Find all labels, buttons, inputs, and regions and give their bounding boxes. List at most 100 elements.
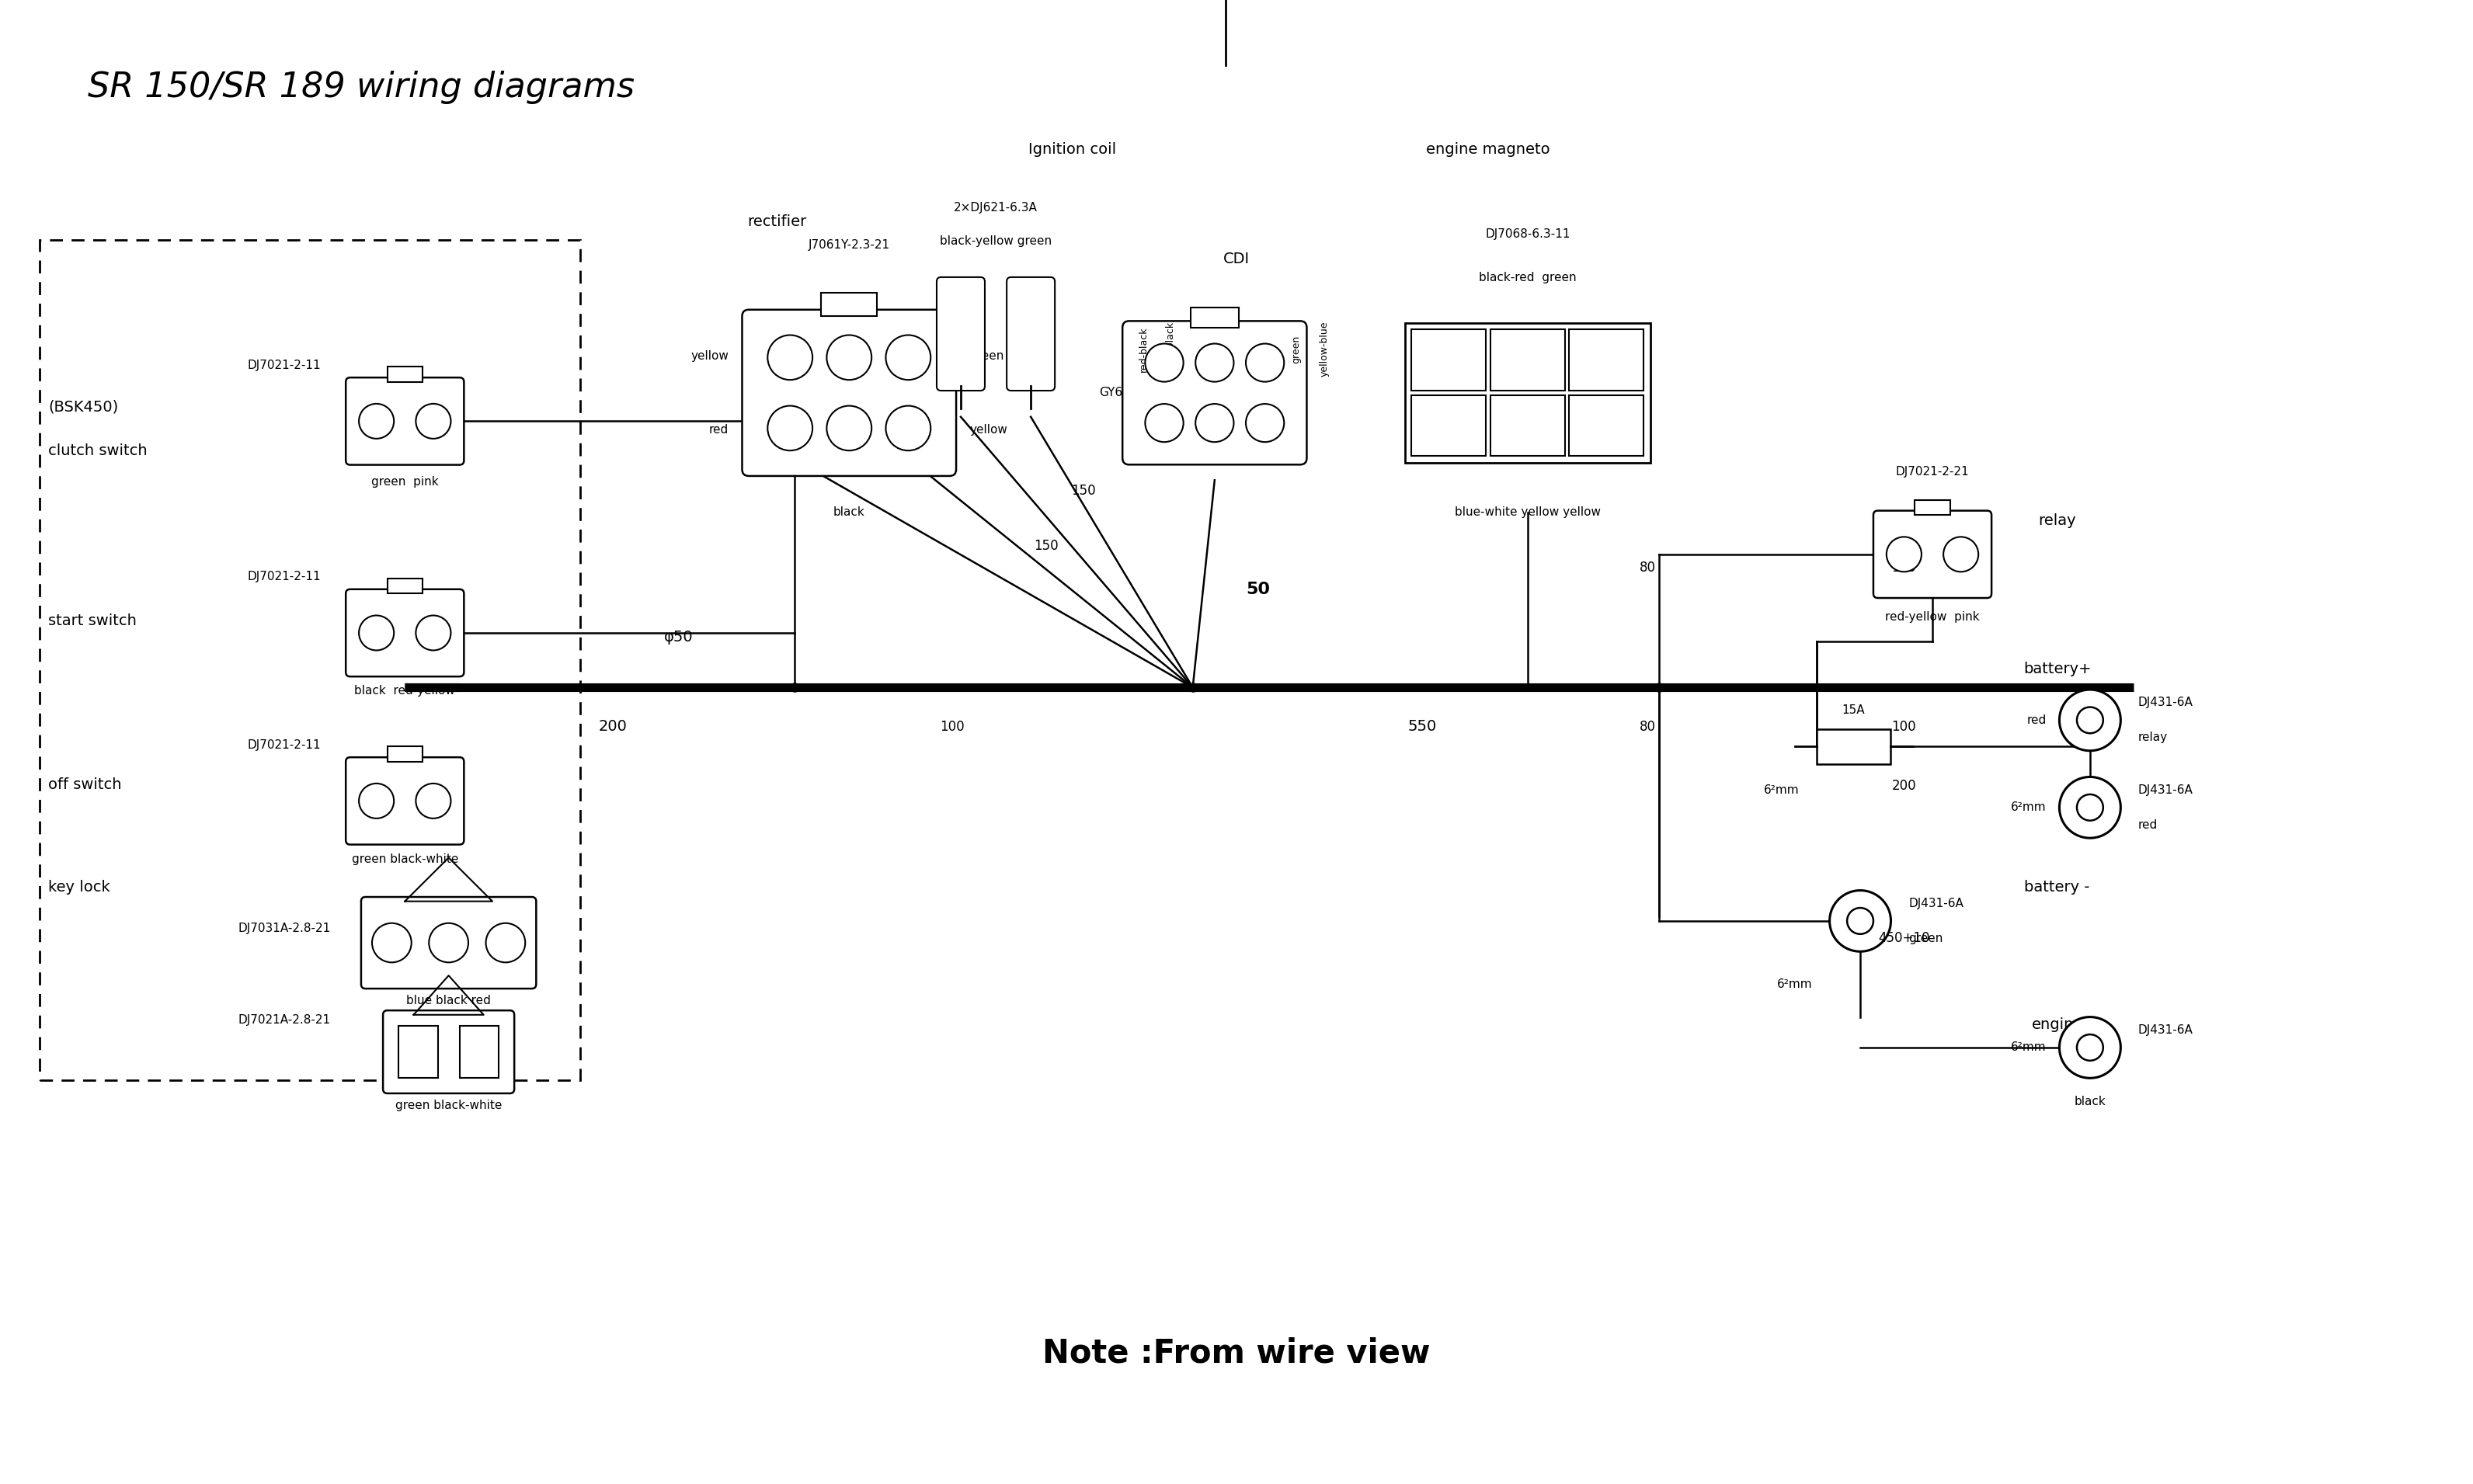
FancyBboxPatch shape (937, 278, 984, 390)
Text: yellow-blue: yellow-blue (1321, 322, 1330, 377)
Text: 6²mm: 6²mm (2011, 1042, 2045, 1054)
Text: CDI: CDI (1224, 251, 1249, 266)
Text: Note :From wire view: Note :From wire view (1044, 1337, 1429, 1370)
Text: green: green (969, 350, 1004, 362)
Text: black: black (833, 506, 866, 518)
Circle shape (2060, 1017, 2122, 1077)
Text: black: black (2075, 1095, 2107, 1107)
Text: DJ431-6A: DJ431-6A (2139, 697, 2194, 708)
Text: 6²mm: 6²mm (1776, 978, 1813, 990)
Text: yellow: yellow (690, 350, 730, 362)
Circle shape (885, 405, 930, 451)
Bar (1412, 395, 1486, 456)
Text: 100: 100 (1892, 561, 1917, 574)
Text: yellow: yellow (969, 424, 1007, 436)
Text: white-black: white-black (1165, 321, 1175, 377)
Text: DJ431-6A: DJ431-6A (2139, 1024, 2194, 1036)
FancyBboxPatch shape (383, 1011, 514, 1094)
Text: relay: relay (2038, 513, 2075, 528)
Text: 550: 550 (1407, 720, 1437, 735)
Bar (1491, 395, 1565, 456)
Circle shape (2077, 794, 2102, 821)
Circle shape (359, 616, 393, 650)
Text: black  red-yellow: black red-yellow (354, 686, 455, 697)
Text: red-black: red-black (1140, 326, 1150, 372)
Text: start switch: start switch (47, 614, 136, 629)
Circle shape (2077, 706, 2102, 733)
Bar (398, 1025, 438, 1077)
Text: DJ7068-6.3-11: DJ7068-6.3-11 (1486, 229, 1570, 240)
Text: J7061Y-2.3-21: J7061Y-2.3-21 (809, 239, 890, 251)
Circle shape (2060, 778, 2122, 838)
Text: blue black red: blue black red (406, 996, 492, 1006)
Circle shape (1194, 344, 1234, 381)
FancyBboxPatch shape (742, 310, 957, 476)
Bar (1405, 324, 1649, 463)
Circle shape (415, 784, 450, 818)
Circle shape (767, 335, 814, 380)
Circle shape (1847, 908, 1875, 933)
Bar (821, 292, 878, 316)
Text: 200: 200 (1892, 779, 1917, 792)
Circle shape (2060, 690, 2122, 751)
Bar (388, 367, 423, 381)
Bar (388, 746, 423, 761)
Text: 150: 150 (1034, 539, 1058, 552)
Text: blue-white yellow yellow: blue-white yellow yellow (1454, 506, 1600, 518)
Circle shape (826, 405, 870, 451)
Circle shape (767, 405, 814, 451)
Text: black-red  green: black-red green (1479, 272, 1575, 283)
Circle shape (1145, 344, 1185, 381)
Circle shape (371, 923, 411, 963)
Text: 200: 200 (598, 720, 628, 735)
Text: (BSK450): (BSK450) (47, 399, 119, 414)
Circle shape (826, 335, 870, 380)
FancyBboxPatch shape (1875, 510, 1991, 598)
Text: engine: engine (2030, 1018, 2082, 1033)
Circle shape (885, 335, 930, 380)
Text: clutch switch: clutch switch (47, 444, 148, 459)
Circle shape (1887, 537, 1922, 571)
Text: green: green (1909, 932, 1944, 944)
FancyBboxPatch shape (346, 589, 465, 677)
Bar (1570, 329, 1645, 390)
Text: DJ7021-2-11: DJ7021-2-11 (247, 359, 321, 371)
Text: DJ7021-2-21: DJ7021-2-21 (1897, 466, 1969, 478)
Text: green black-white: green black-white (396, 1100, 502, 1112)
Text: 150: 150 (1071, 484, 1096, 499)
Text: DJ7021A-2.8-21: DJ7021A-2.8-21 (237, 1014, 331, 1025)
Text: 15A: 15A (1842, 705, 1865, 715)
FancyBboxPatch shape (1007, 278, 1056, 390)
Circle shape (1830, 890, 1892, 951)
Circle shape (2077, 1034, 2102, 1061)
Text: SR 150/SR 189 wiring diagrams: SR 150/SR 189 wiring diagrams (87, 71, 636, 104)
FancyBboxPatch shape (1123, 321, 1306, 464)
Circle shape (1246, 404, 1283, 442)
Text: battery+: battery+ (2023, 662, 2092, 677)
Text: 50: 50 (1246, 582, 1271, 597)
Circle shape (359, 784, 393, 818)
Text: black-yellow green: black-yellow green (940, 234, 1051, 246)
Text: engine magneto: engine magneto (1427, 142, 1551, 157)
Text: 100: 100 (940, 720, 964, 733)
Circle shape (1246, 344, 1283, 381)
Circle shape (415, 616, 450, 650)
Bar (388, 579, 423, 594)
Bar (1190, 307, 1239, 328)
Text: φ50: φ50 (663, 629, 692, 644)
Text: 6²mm: 6²mm (1763, 784, 1798, 795)
Circle shape (485, 923, 524, 963)
FancyBboxPatch shape (361, 896, 537, 988)
Text: green black-white: green black-white (351, 853, 458, 865)
Text: DJ431-6A: DJ431-6A (2139, 784, 2194, 795)
Bar (1914, 500, 1949, 515)
Text: red: red (710, 424, 730, 436)
Bar (1412, 329, 1486, 390)
Bar (40, 240, 581, 1080)
Text: 80: 80 (1640, 720, 1657, 733)
Circle shape (1194, 404, 1234, 442)
Text: DJ431-6A: DJ431-6A (1909, 898, 1964, 910)
Bar (460, 1025, 500, 1077)
Circle shape (428, 923, 467, 963)
Text: relay: relay (2139, 732, 2169, 743)
